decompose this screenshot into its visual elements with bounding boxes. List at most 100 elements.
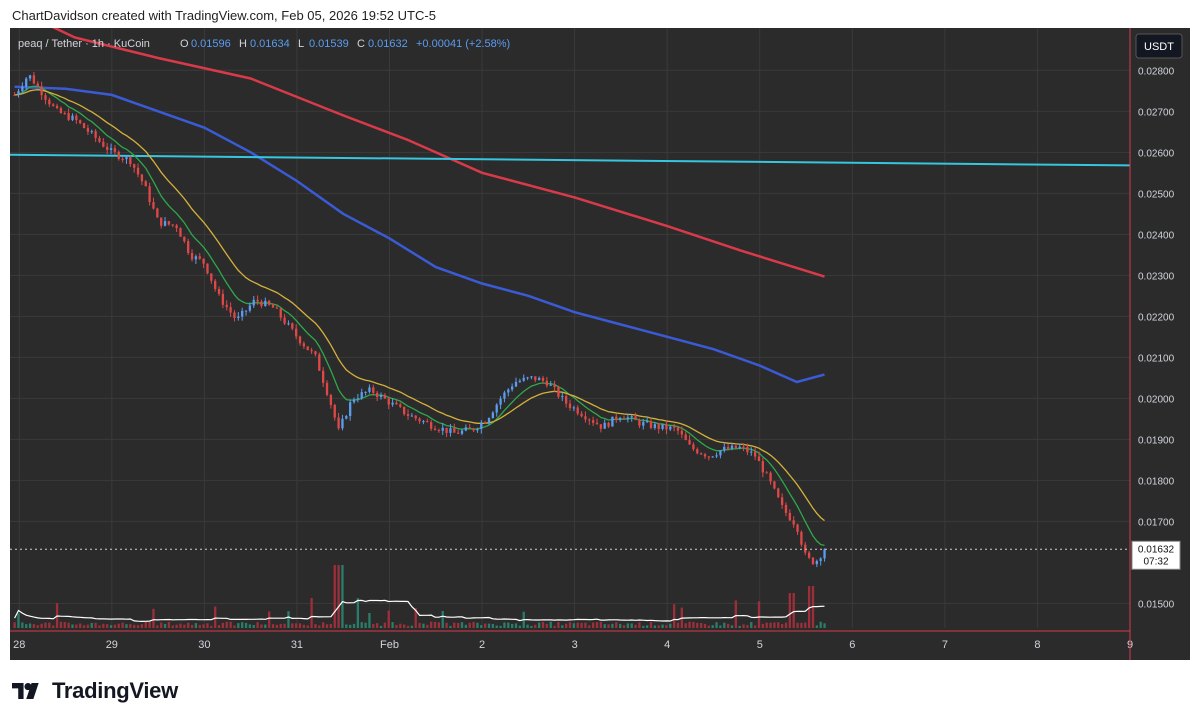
volume-bar	[472, 621, 475, 628]
volume-bar	[815, 625, 818, 628]
candle-body	[757, 456, 761, 462]
volume-bar	[676, 622, 680, 628]
volume-bar	[792, 593, 795, 628]
volume-bar	[430, 621, 433, 628]
candle-body	[804, 544, 807, 553]
candle-body	[106, 146, 109, 150]
candle-body	[688, 440, 691, 445]
candle-body	[815, 560, 818, 565]
x-tick-label: Feb	[380, 639, 399, 651]
axes: 0.02800 0.02700 0.02600 0.02500 0.02400 0.023…	[10, 28, 1175, 660]
open-value: 0.01596	[191, 38, 231, 50]
indicator-lines	[10, 28, 1131, 547]
y-tick-label: 0.02200	[1138, 312, 1175, 323]
volume-bar	[707, 625, 710, 628]
volume-bar	[796, 622, 799, 628]
candle-body	[156, 208, 159, 218]
volume-bar	[468, 622, 471, 628]
volume-bar	[499, 625, 502, 628]
volume-bar	[476, 622, 479, 628]
candle-body	[723, 446, 726, 451]
volume-bar	[298, 623, 302, 628]
volume-bar	[256, 622, 259, 628]
y-tick-label: 0.01900	[1138, 435, 1175, 446]
indicator-horizontal_line	[10, 153, 1131, 167]
candle-body	[800, 531, 803, 545]
volume-bar	[36, 625, 39, 628]
volume-bar	[337, 565, 340, 628]
candle-body	[630, 416, 633, 418]
volume-bar	[742, 624, 745, 628]
candle-body	[271, 304, 275, 308]
candle-body	[264, 300, 267, 306]
volume-bar	[564, 623, 568, 628]
candle-body	[325, 382, 329, 396]
volume-bar	[464, 624, 468, 628]
volume-bar	[557, 622, 560, 628]
candle-body	[117, 151, 120, 159]
candle-body	[63, 113, 66, 115]
candle-body	[356, 398, 360, 400]
candle-body	[638, 420, 641, 426]
candle-body	[287, 323, 290, 325]
chart-area[interactable]	[10, 28, 1190, 660]
candle-body	[657, 424, 660, 429]
candle-body	[256, 299, 259, 302]
volume-bar	[696, 622, 699, 628]
candlesticks	[13, 71, 826, 568]
candle-body	[726, 446, 730, 450]
volume-bar	[233, 625, 236, 628]
volume-bar	[607, 624, 610, 628]
volume-bar	[611, 623, 614, 628]
volume-bar	[730, 625, 734, 628]
candle-body	[645, 421, 649, 423]
last-price-marker: 0.01632 07:32	[10, 540, 1181, 570]
volume-bar	[414, 608, 417, 628]
candle-body	[765, 472, 768, 474]
currency-button-label[interactable]: USDT	[1144, 41, 1174, 53]
volume-ma-path	[14, 599, 825, 623]
price-chart[interactable]: 0.02800 0.02700 0.02600 0.02500 0.02400 0.023…	[10, 28, 1190, 660]
volume-bar	[807, 586, 811, 628]
candle-body	[468, 427, 471, 429]
volume-bar	[510, 623, 514, 628]
volume-bar	[271, 624, 275, 628]
volume-bar	[487, 623, 491, 628]
volume-bar	[252, 624, 255, 628]
x-tick-label: 29	[106, 639, 118, 651]
candle-body	[568, 403, 572, 408]
candle-body	[665, 424, 668, 430]
candle-body	[163, 221, 167, 226]
candle-body	[183, 236, 186, 242]
volume-bar	[746, 625, 749, 628]
volume-bar	[672, 604, 676, 628]
candle-body	[788, 512, 791, 521]
candle-body	[811, 557, 815, 565]
volume-bar	[549, 621, 552, 628]
candle-body	[229, 307, 232, 313]
candle-body	[44, 95, 47, 100]
volume-bar	[283, 623, 286, 628]
candle-body	[260, 301, 263, 306]
volume-bar	[642, 625, 645, 628]
candle-body	[252, 299, 255, 306]
volume-bar	[345, 624, 348, 628]
candle-body	[268, 300, 271, 305]
volume-bar	[372, 623, 375, 628]
volume-bar	[198, 624, 201, 628]
candle-body	[329, 395, 333, 405]
volume-bar	[626, 623, 630, 628]
volume-bar	[291, 623, 294, 628]
volume-bar	[615, 622, 618, 628]
volume-bar	[761, 623, 764, 628]
volume-bar	[661, 624, 664, 628]
currency-button[interactable]: USDT	[1135, 33, 1183, 59]
volume-bar	[576, 622, 579, 628]
volume-bar	[25, 624, 28, 628]
volume-bar	[780, 623, 784, 628]
candle-body	[48, 99, 51, 105]
candle-body	[94, 131, 97, 138]
candle-body	[507, 389, 510, 393]
candle-body	[86, 128, 90, 132]
candle-body	[634, 416, 637, 421]
